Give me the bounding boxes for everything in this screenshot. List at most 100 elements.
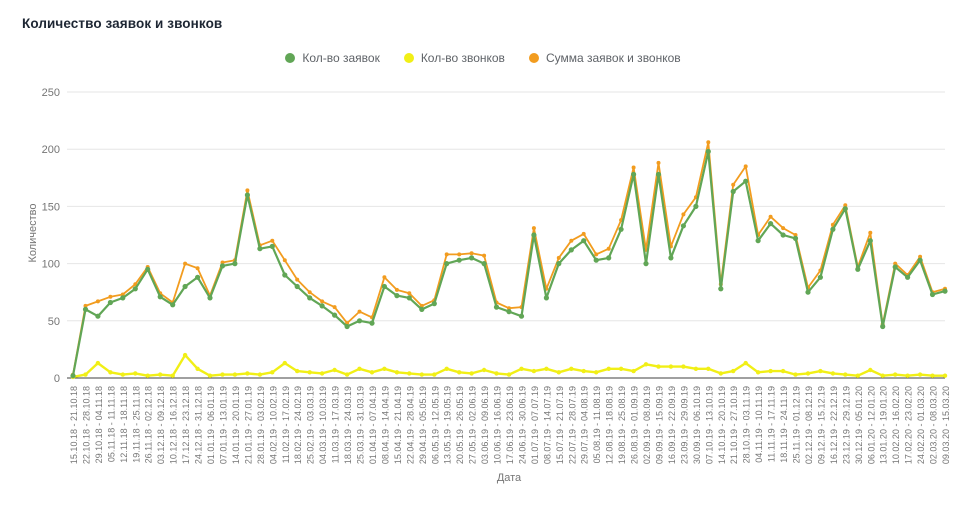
calls-data-point bbox=[880, 373, 885, 378]
x-tick-label: 17.06.19 - 23.06.19 bbox=[505, 386, 515, 464]
calls-data-point bbox=[768, 368, 773, 374]
sum-data-point bbox=[743, 164, 748, 169]
requests-data-point bbox=[792, 235, 799, 241]
calls-data-point bbox=[743, 360, 748, 366]
sum-data-point bbox=[731, 182, 736, 187]
calls-data-point bbox=[868, 367, 873, 373]
legend-label-requests: Кол-во заявок bbox=[302, 51, 380, 65]
sum-data-point bbox=[656, 160, 661, 165]
x-axis-title: Дата bbox=[496, 472, 522, 484]
x-tick-label: 13.01.20 - 19.01.20 bbox=[879, 386, 889, 464]
calls-data-point bbox=[805, 371, 811, 376]
x-tick-label: 14.01.19 - 20.01.19 bbox=[231, 386, 241, 464]
sum-data-point bbox=[444, 252, 449, 257]
x-tick-label: 30.12.19 - 05.01.20 bbox=[854, 386, 864, 464]
x-tick-label: 01.04.19 - 07.04.19 bbox=[368, 386, 378, 464]
sum-data-point bbox=[781, 226, 786, 231]
requests-data-point bbox=[867, 238, 873, 244]
x-tick-label: 09.09.19 - 15.09.19 bbox=[654, 386, 664, 464]
sum-data-point bbox=[295, 277, 300, 282]
requests-data-point bbox=[369, 320, 375, 326]
x-tick-label: 22.07.19 - 28.07.19 bbox=[567, 386, 577, 464]
requests-data-point bbox=[456, 257, 462, 263]
x-tick-label: 28.01.19 - 03.02.19 bbox=[256, 386, 266, 464]
x-tick-label: 29.10.18 - 04.11.18 bbox=[94, 386, 104, 463]
calls-data-point bbox=[432, 372, 437, 377]
x-tick-label: 06.05.19 - 12.05.19 bbox=[430, 386, 440, 464]
calls-data-point bbox=[643, 362, 649, 367]
x-tick-label: 12.11.18 - 18.11.18 bbox=[119, 386, 129, 463]
calls-data-point bbox=[917, 372, 923, 377]
sum-data-point bbox=[457, 252, 462, 257]
calls-data-point bbox=[668, 364, 674, 369]
sum-data-point bbox=[270, 238, 275, 243]
requests-data-point bbox=[344, 323, 350, 330]
x-tick-label: 16.12.19 - 22.12.19 bbox=[829, 386, 839, 464]
requests-data-point bbox=[631, 171, 637, 177]
requests-data-point bbox=[929, 291, 936, 298]
sum-data-point bbox=[108, 294, 113, 299]
requests-data-point bbox=[942, 288, 948, 294]
requests-data-point bbox=[618, 226, 624, 232]
x-tick-label: 27.05.19 - 02.06.19 bbox=[468, 386, 478, 464]
y-tick-label: 250 bbox=[42, 87, 60, 99]
calls-data-point bbox=[681, 364, 686, 369]
chart-title: Количество заявок и звонков bbox=[22, 16, 223, 31]
requests-data-point bbox=[406, 295, 412, 301]
x-tick-label: 18.03.19 - 24.03.19 bbox=[343, 386, 353, 464]
requests-data-point bbox=[705, 148, 711, 155]
y-tick-label: 50 bbox=[48, 316, 60, 328]
x-tick-label: 17.12.18 - 23.12.18 bbox=[181, 386, 191, 464]
requests-data-point bbox=[581, 238, 587, 244]
x-tick-label: 05.08.19 - 11.08.19 bbox=[592, 386, 602, 463]
calls-data-point bbox=[457, 370, 462, 375]
calls-data-point bbox=[755, 370, 761, 375]
requests-data-point bbox=[556, 261, 562, 267]
requests-data-point bbox=[693, 203, 699, 209]
requests-data-point bbox=[518, 313, 525, 319]
requests-data-point bbox=[880, 323, 886, 330]
requests-data-point bbox=[855, 266, 861, 272]
sum-data-point bbox=[594, 252, 599, 257]
calls-data-point bbox=[133, 371, 138, 376]
sum-data-point bbox=[482, 253, 487, 258]
x-tick-label: 29.04.19 - 05.05.19 bbox=[418, 386, 428, 464]
x-tick-label: 10.06.19 - 16.06.19 bbox=[493, 386, 503, 464]
requests-data-point bbox=[244, 192, 250, 198]
requests-data-point bbox=[506, 309, 512, 315]
x-tick-label: 15.07.19 - 21.07.19 bbox=[555, 386, 565, 464]
x-tick-label: 15.04.19 - 21.04.19 bbox=[393, 386, 403, 464]
sum-data-point bbox=[407, 291, 412, 296]
legend-item-requests[interactable]: Кол-во заявок bbox=[285, 51, 380, 65]
calls-data-point bbox=[494, 371, 499, 376]
x-tick-label: 24.06.19 - 30.06.19 bbox=[517, 386, 527, 464]
calls-data-point bbox=[120, 372, 126, 377]
calls-data-point bbox=[606, 366, 611, 371]
calls-data-point bbox=[220, 372, 225, 377]
legend-item-sum[interactable]: Сумма заявок и звонков bbox=[528, 51, 681, 65]
requests-data-point bbox=[70, 373, 76, 379]
x-tick-label: 20.05.19 - 26.05.19 bbox=[455, 386, 465, 464]
x-tick-label: 11.11.19 - 17.11.19 bbox=[767, 386, 777, 462]
calls-data-point bbox=[83, 372, 88, 377]
requests-data-point bbox=[680, 223, 687, 229]
calls-data-point bbox=[270, 370, 275, 375]
calls-data-point bbox=[618, 366, 624, 371]
x-tick-label: 07.01.19 - 13.01.19 bbox=[218, 386, 228, 464]
sum-data-point bbox=[706, 140, 711, 145]
sum-data-point bbox=[307, 290, 312, 295]
calls-data-point bbox=[843, 372, 848, 377]
requests-data-point bbox=[182, 283, 188, 290]
x-tick-label: 15.10.18 - 21.10.18 bbox=[69, 386, 79, 464]
x-tick-label: 01.07.19 - 07.07.19 bbox=[530, 386, 540, 464]
calls-data-point bbox=[531, 368, 537, 374]
sum-data-point bbox=[581, 231, 586, 236]
x-tick-label: 29.07.19 - 04.08.19 bbox=[580, 386, 590, 464]
requests-data-point bbox=[332, 312, 338, 318]
requests-data-point bbox=[419, 306, 425, 312]
requests-data-point bbox=[730, 188, 736, 195]
calls-data-point bbox=[444, 366, 449, 371]
legend-item-calls[interactable]: Кол-во звонков bbox=[403, 51, 505, 65]
calls-data-point bbox=[706, 366, 711, 371]
